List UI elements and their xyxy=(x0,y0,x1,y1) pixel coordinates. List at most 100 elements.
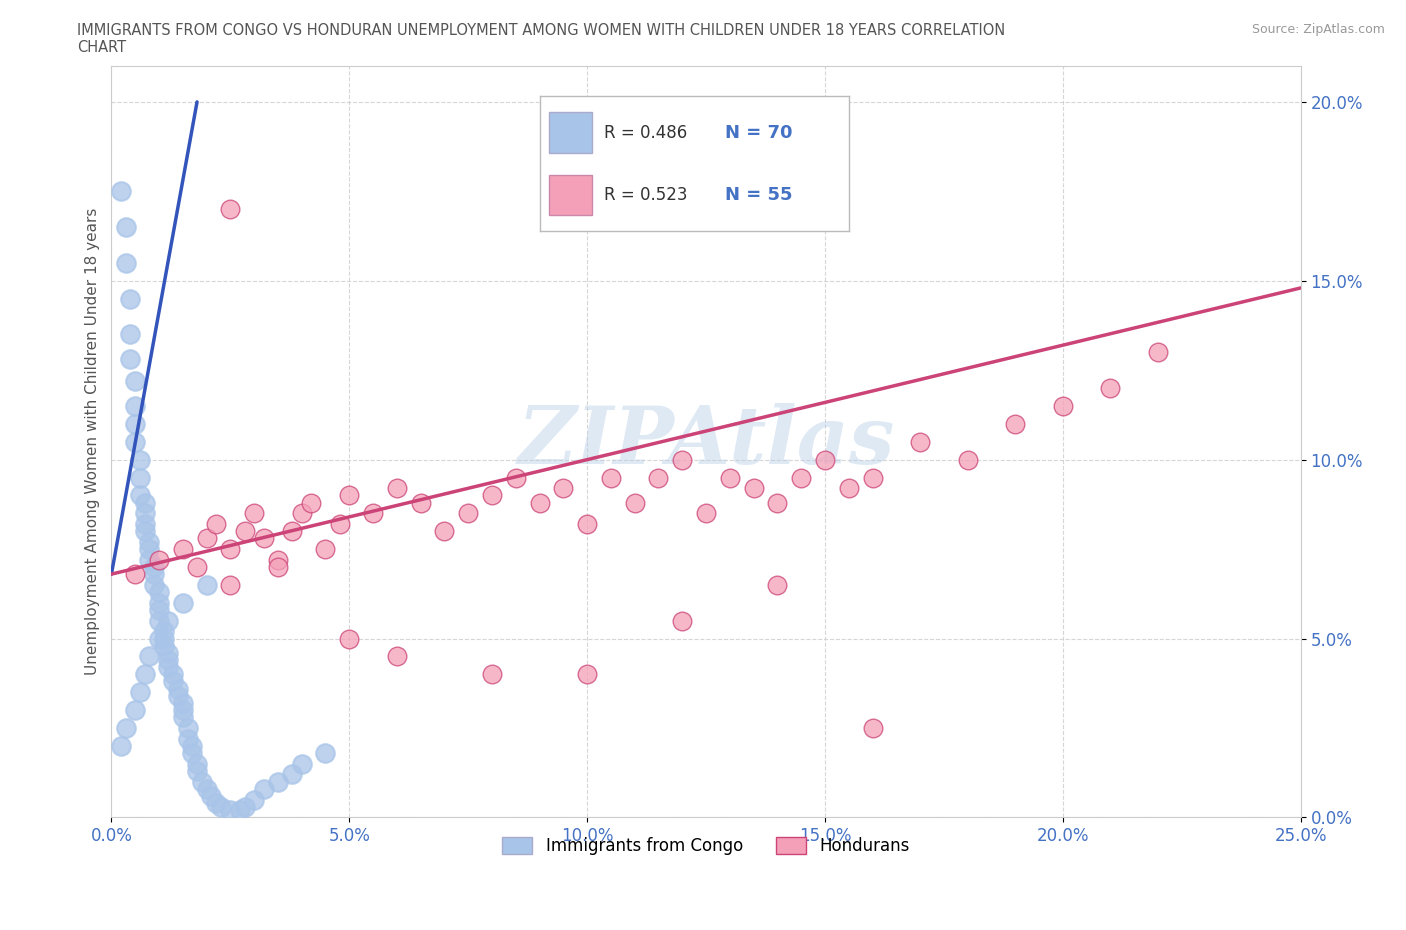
Point xyxy=(233,799,256,814)
Point xyxy=(172,710,194,724)
Point xyxy=(129,684,152,699)
Point xyxy=(152,631,174,646)
Point xyxy=(553,481,575,496)
Point xyxy=(181,738,204,753)
Point xyxy=(671,452,693,467)
Point xyxy=(1099,380,1122,395)
Point xyxy=(576,667,599,682)
Point xyxy=(647,470,669,485)
Point xyxy=(481,488,503,503)
Point xyxy=(695,506,717,521)
Point xyxy=(134,667,156,682)
Point xyxy=(457,506,479,521)
Point xyxy=(361,506,384,521)
Point xyxy=(862,470,884,485)
Point xyxy=(186,756,208,771)
Point xyxy=(162,674,184,689)
Point xyxy=(505,470,527,485)
Point xyxy=(267,774,290,789)
Point xyxy=(219,803,242,817)
Point xyxy=(152,638,174,653)
Point xyxy=(243,506,266,521)
Point xyxy=(134,495,156,510)
Point xyxy=(291,756,314,771)
Point xyxy=(385,649,408,664)
Point xyxy=(167,688,190,703)
Point xyxy=(143,578,166,592)
Point xyxy=(181,746,204,761)
Point xyxy=(409,495,432,510)
Point xyxy=(908,434,931,449)
Point xyxy=(233,524,256,538)
Point xyxy=(129,470,152,485)
Point xyxy=(195,531,218,546)
Point xyxy=(148,613,170,628)
Point xyxy=(148,603,170,618)
Point xyxy=(718,470,741,485)
Point xyxy=(129,488,152,503)
Point xyxy=(120,352,142,367)
Point xyxy=(157,653,180,668)
Point xyxy=(110,184,132,199)
Point xyxy=(862,721,884,736)
Point xyxy=(120,327,142,342)
Point xyxy=(138,552,160,567)
Point xyxy=(766,495,789,510)
Point xyxy=(790,470,813,485)
Point xyxy=(110,738,132,753)
Point xyxy=(200,789,222,804)
Point xyxy=(814,452,837,467)
Point xyxy=(219,578,242,592)
Point xyxy=(157,645,180,660)
Point xyxy=(152,624,174,639)
Point xyxy=(267,560,290,575)
Point xyxy=(134,524,156,538)
Text: Source: ZipAtlas.com: Source: ZipAtlas.com xyxy=(1251,23,1385,36)
Point xyxy=(134,517,156,532)
Point xyxy=(742,481,765,496)
Point xyxy=(481,667,503,682)
Point xyxy=(219,202,242,217)
Point xyxy=(243,792,266,807)
Point xyxy=(138,649,160,664)
Point xyxy=(281,767,304,782)
Point xyxy=(148,585,170,600)
Point xyxy=(253,531,276,546)
Point xyxy=(172,703,194,718)
Point xyxy=(576,517,599,532)
Point xyxy=(529,495,551,510)
Point xyxy=(114,256,136,271)
Point xyxy=(191,774,214,789)
Point xyxy=(124,566,146,581)
Point xyxy=(623,495,645,510)
Point xyxy=(195,781,218,796)
Point xyxy=(143,560,166,575)
Point xyxy=(172,541,194,556)
Point xyxy=(205,517,228,532)
Point xyxy=(148,552,170,567)
Point xyxy=(176,721,198,736)
Point xyxy=(956,452,979,467)
Point xyxy=(229,803,252,817)
Point xyxy=(209,799,232,814)
Point xyxy=(219,541,242,556)
Point xyxy=(329,517,352,532)
Text: CHART: CHART xyxy=(77,40,127,55)
Point xyxy=(124,434,146,449)
Point xyxy=(172,696,194,711)
Point xyxy=(148,595,170,610)
Legend: Immigrants from Congo, Hondurans: Immigrants from Congo, Hondurans xyxy=(495,830,917,862)
Point xyxy=(172,595,194,610)
Point xyxy=(337,631,360,646)
Point xyxy=(314,541,336,556)
Point xyxy=(157,613,180,628)
Point xyxy=(124,374,146,389)
Point xyxy=(114,219,136,234)
Point xyxy=(1052,399,1074,414)
Point xyxy=(143,566,166,581)
Point xyxy=(195,578,218,592)
Point xyxy=(124,417,146,432)
Point xyxy=(157,659,180,674)
Point xyxy=(124,399,146,414)
Point xyxy=(599,470,621,485)
